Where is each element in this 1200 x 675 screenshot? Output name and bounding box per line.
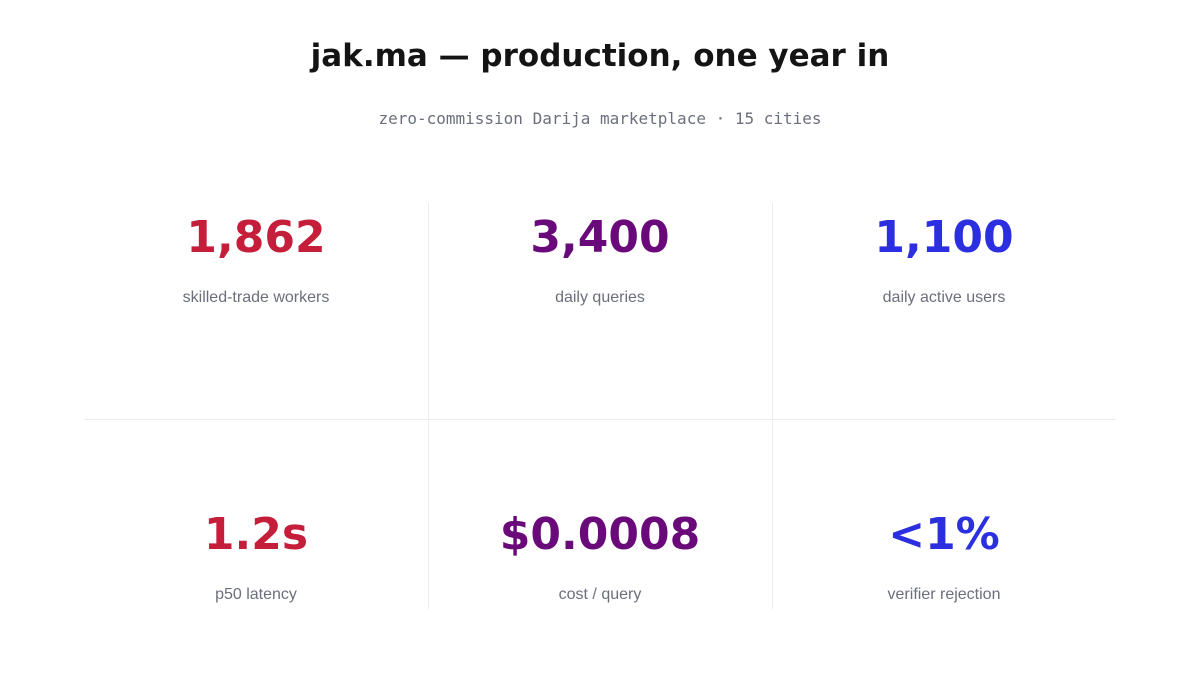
metric-label: skilled-trade workers <box>182 289 330 306</box>
metric-label: daily active users <box>882 289 1006 306</box>
metrics-grid: 1,862 skilled-trade workers 3,400 daily … <box>84 203 1116 609</box>
metric-label: p50 latency <box>215 586 297 603</box>
metric-card-cost: $0.0008 cost / query <box>428 508 772 606</box>
metric-card-latency: 1.2s p50 latency <box>84 508 428 606</box>
metric-card-active-users: 1,100 daily active users <box>772 211 1116 309</box>
metric-label: cost / query <box>558 586 642 603</box>
metric-label: daily queries <box>555 289 645 306</box>
column-divider <box>428 203 429 609</box>
metric-label: verifier rejection <box>887 586 1001 603</box>
metric-value: 3,400 <box>530 212 670 263</box>
metric-value: 1,862 <box>186 212 326 263</box>
row-divider <box>84 419 1116 420</box>
metric-card-queries: 3,400 daily queries <box>428 211 772 309</box>
metric-card-workers: 1,862 skilled-trade workers <box>84 211 428 309</box>
column-divider <box>772 203 773 609</box>
page-subtitle: zero-commission Darija marketplace · 15 … <box>378 109 822 128</box>
metric-value: <1% <box>888 509 1000 560</box>
metric-value: 1.2s <box>203 509 309 560</box>
metric-card-rejection: <1% verifier rejection <box>772 508 1116 606</box>
metric-value: 1,100 <box>874 212 1014 263</box>
metric-value: $0.0008 <box>499 509 701 560</box>
page-title: jak.ma — production, one year in <box>310 38 890 74</box>
